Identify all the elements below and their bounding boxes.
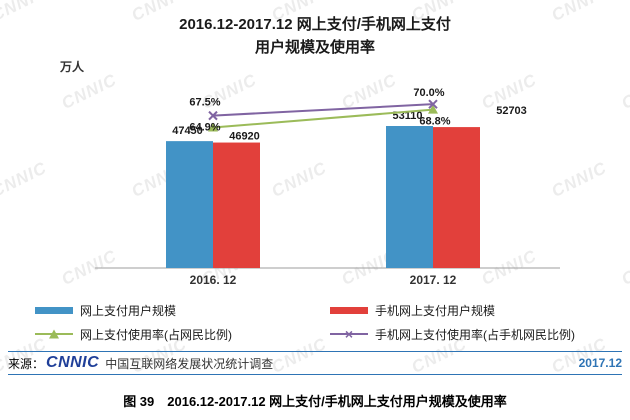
bar-red-0 <box>213 142 260 268</box>
x-marker-icon <box>208 110 218 121</box>
source-strip: 来源： CNNIC 中国互联网络发展状况统计调查 2017.12 <box>8 351 622 375</box>
figure-caption: 图 39 2016.12-2017.12 网上支付/手机网上支付用户规模及使用率 <box>123 394 507 409</box>
chart-title: 2016.12-2017.12 网上支付/手机网上支付 用户规模及使用率 <box>0 13 630 59</box>
bar-red-1 <box>433 127 480 268</box>
legend-label-online-payment-rate: 网上支付使用率(占网民比例) <box>80 327 232 342</box>
category-label: 2016. 12 <box>190 273 237 287</box>
legend-label-mobile-payment-rate: 手机网上支付使用率(占手机网民比例) <box>375 327 575 342</box>
legend-item-online-payment-rate: 网上支付使用率(占网民比例) <box>35 327 232 342</box>
bar-blue-1 <box>386 126 433 268</box>
rate-line-green <box>212 108 434 129</box>
source-prefix-label: 来源： <box>8 356 45 371</box>
legend-swatch-green-line <box>35 329 73 339</box>
rate-value-label: 70.0% <box>413 87 444 99</box>
bar-value-label: 52703 <box>496 105 527 117</box>
chart-title-line2: 用户规模及使用率 <box>254 39 375 56</box>
bar-value-label: 46920 <box>229 131 260 143</box>
bar-value-label: 47450 <box>172 125 203 137</box>
x-marker-icon <box>428 99 438 109</box>
y-axis-unit-label: 万人 <box>60 60 85 74</box>
legend-item-mobile-payment-rate: × 手机网上支付使用率(占手机网民比例) <box>330 327 575 342</box>
source-survey-name: 中国互联网络发展状况统计调查 <box>105 356 274 371</box>
x-marker-icon: × <box>344 326 354 342</box>
rate-value-label: 68.8% <box>419 116 450 128</box>
legend-swatch-purple-line: × <box>330 327 368 341</box>
legend-label-online-payment-users: 网上支付用户规模 <box>80 303 177 318</box>
triangle-marker-icon <box>428 104 438 114</box>
rate-line-purple <box>212 103 434 117</box>
source-date: 2017.12 <box>578 356 622 370</box>
legend-item-online-payment-users: 网上支付用户规模 <box>35 303 177 318</box>
legend-swatch-red-bar <box>330 306 368 314</box>
triangle-marker-icon <box>208 122 218 132</box>
legend-label-mobile-payment-users: 手机网上支付用户规模 <box>375 303 496 318</box>
legend-swatch-blue-bar <box>35 306 73 314</box>
triangle-marker-icon <box>49 329 59 339</box>
category-label: 2017. 12 <box>410 273 457 287</box>
legend-item-mobile-payment-users: 手机网上支付用户规模 <box>330 303 496 318</box>
chart-title-line1: 2016.12-2017.12 网上支付/手机网上支付 <box>179 16 451 33</box>
cnnic-logo: CNNIC <box>46 354 100 371</box>
rate-value-label: 67.5% <box>189 97 220 109</box>
rate-value-label: 64.9% <box>189 122 220 134</box>
bar-blue-0 <box>166 141 213 268</box>
